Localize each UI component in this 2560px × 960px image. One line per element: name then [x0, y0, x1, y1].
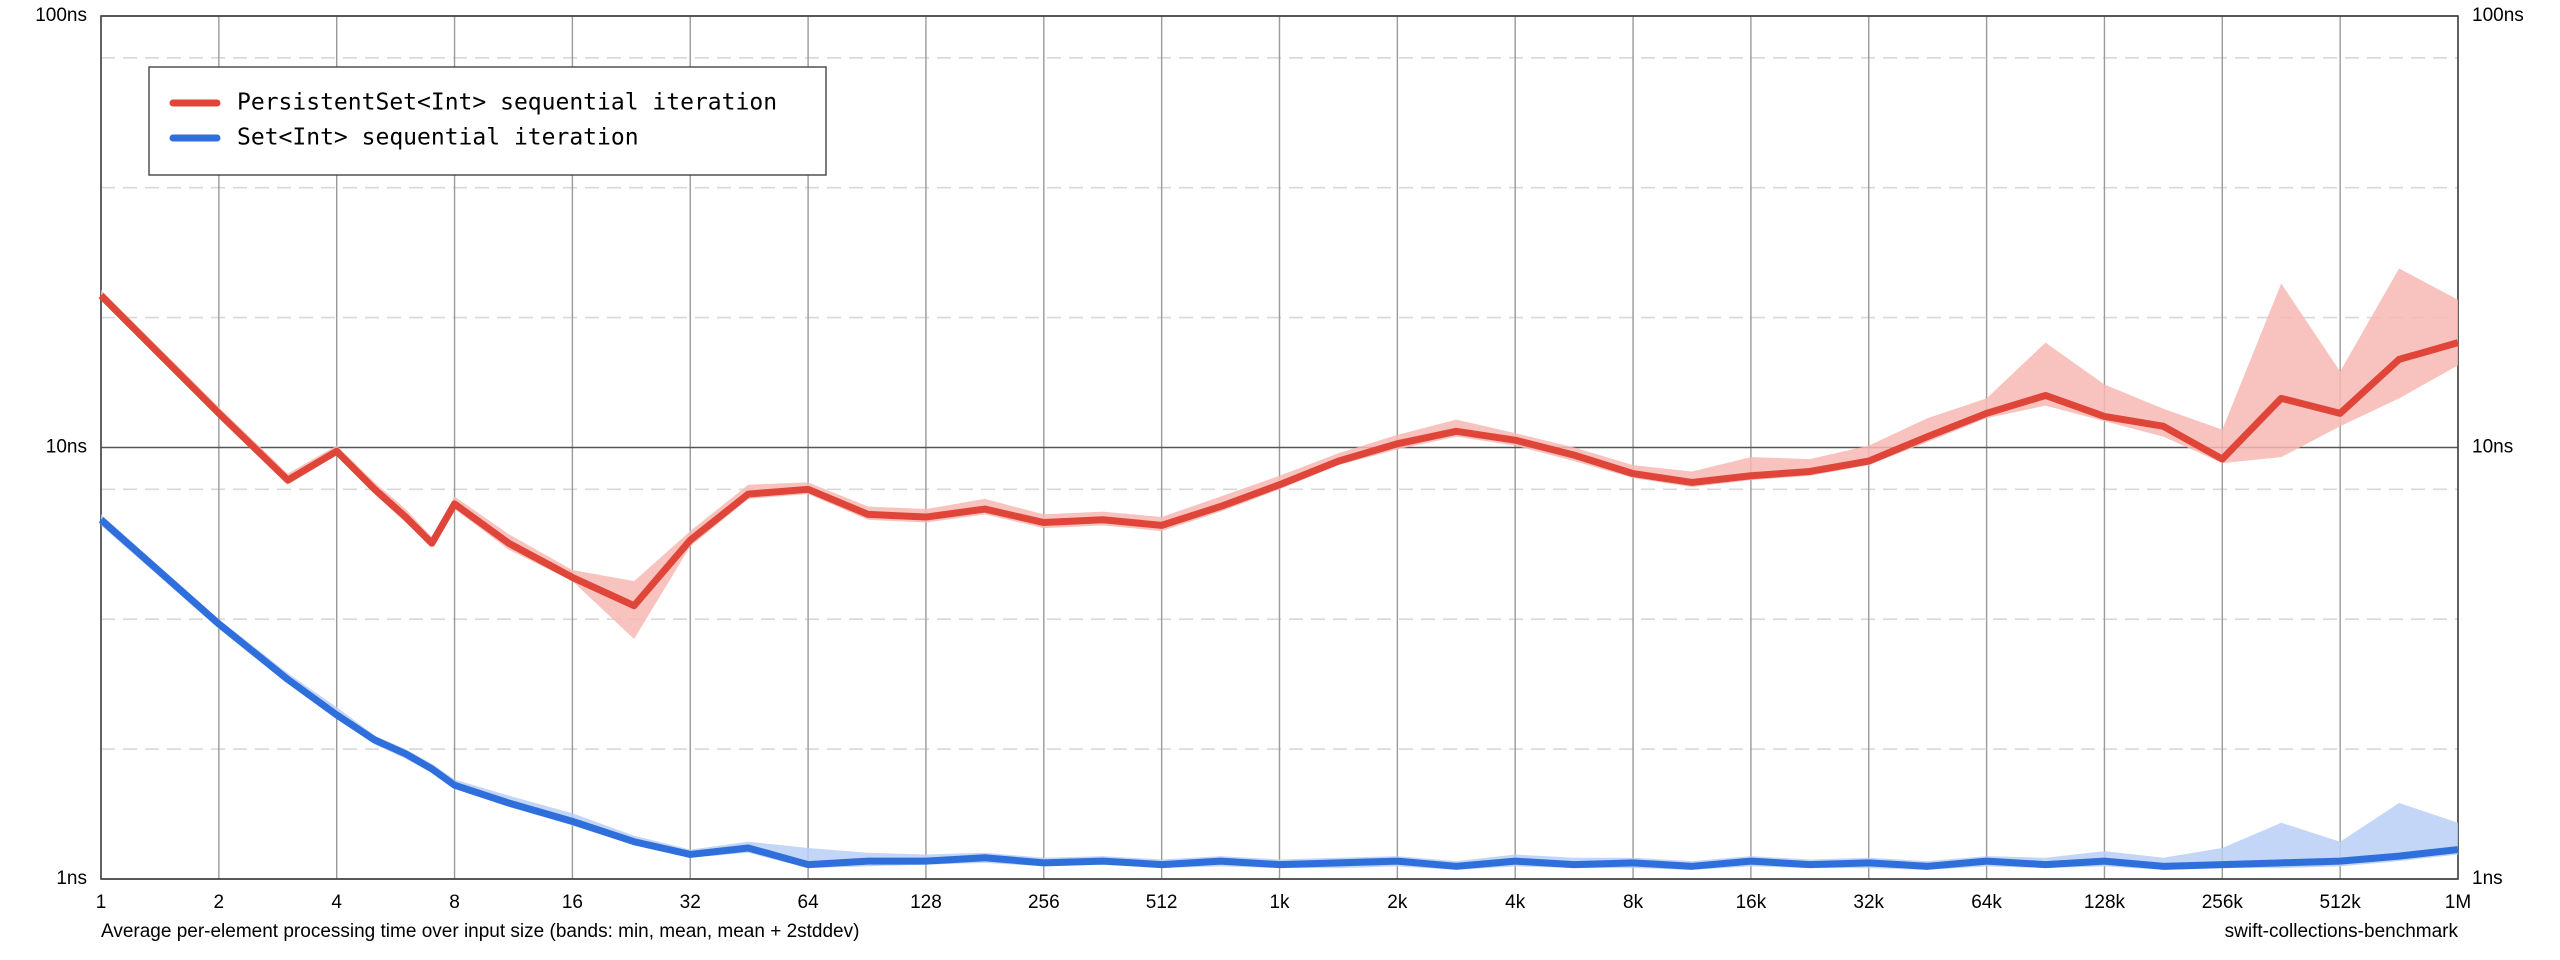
- x-tick-label: 4k: [1505, 892, 1526, 913]
- credit: swift-collections-benchmark: [2225, 921, 2459, 942]
- x-tick-label: 32: [680, 892, 701, 913]
- x-tick-label: 512k: [2320, 892, 2362, 913]
- x-tick-label: 8k: [1623, 892, 1644, 913]
- series-line: [98, 293, 2459, 610]
- x-tick-label: 2k: [1387, 892, 1408, 913]
- y-tick-label-right: 1ns: [2472, 868, 2503, 889]
- x-tick-label: 1M: [2445, 892, 2471, 913]
- x-tick-label: 2: [214, 892, 225, 913]
- x-tick-label: 64: [798, 892, 820, 913]
- plot-frame: [100, 15, 2459, 880]
- band: [101, 268, 2458, 639]
- x-tick-label: 64k: [1971, 892, 2002, 913]
- y-tick-label-right: 10ns: [2472, 437, 2513, 458]
- y-tick-label: 1ns: [56, 868, 87, 889]
- legend-label: Set<Int> sequential iteration: [237, 125, 639, 151]
- y-tick-label-right: 100ns: [2472, 5, 2524, 26]
- y-tick-label: 10ns: [46, 437, 87, 458]
- x-tick-label: 32k: [1853, 892, 1884, 913]
- y-tick-label: 100ns: [35, 5, 87, 26]
- legend-box: [148, 66, 827, 176]
- x-tick-label: 128k: [2084, 892, 2126, 913]
- x-axis-label: Average per-element processing time over…: [101, 921, 859, 942]
- x-tick-label: 1k: [1269, 892, 1290, 913]
- x-tick-label: 8: [449, 892, 460, 913]
- x-tick-label: 16: [562, 892, 583, 913]
- x-tick-label: 16k: [1736, 892, 1767, 913]
- legend-label: PersistentSet<Int> sequential iteration: [237, 90, 777, 116]
- x-tick-label: 128: [910, 892, 942, 913]
- x-tick-label: 256: [1028, 892, 1060, 913]
- series-line: [98, 517, 2459, 870]
- x-tick-label: 1: [96, 892, 107, 913]
- x-tick-label: 512: [1146, 892, 1178, 913]
- x-tick-label: 256k: [2202, 892, 2244, 913]
- x-tick-label: 4: [331, 892, 342, 913]
